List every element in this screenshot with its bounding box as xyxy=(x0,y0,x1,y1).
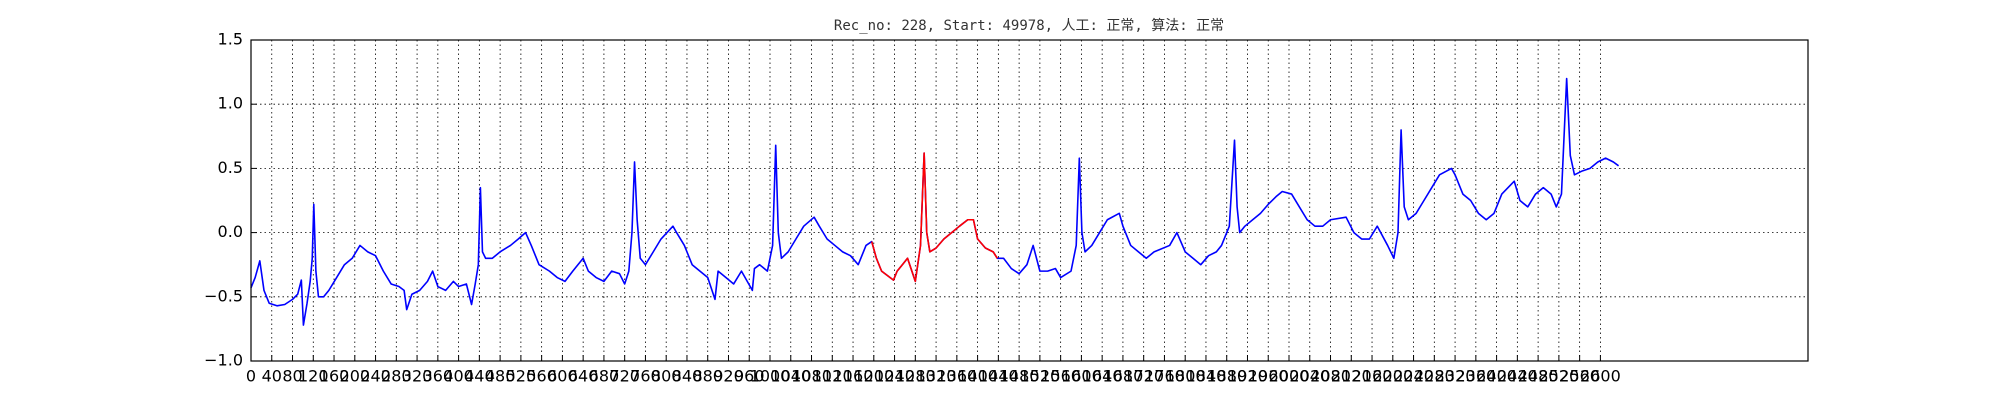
x-tick-label: 2280 xyxy=(1414,367,1455,386)
x-tick-label: 1760 xyxy=(1144,367,1185,386)
x-tick-label: 320 xyxy=(402,367,433,386)
x-tick-label: 720 xyxy=(609,367,640,386)
x-tick-label: 680 xyxy=(589,367,620,386)
x-tick-label: 0 xyxy=(246,367,256,386)
x-tick-label: 800 xyxy=(651,367,682,386)
x-tick-label: 280 xyxy=(381,367,412,386)
x-tick-label: 2160 xyxy=(1352,367,1393,386)
x-tick-label: 1280 xyxy=(895,367,936,386)
x-tick-label: 1720 xyxy=(1123,367,1164,386)
x-tick-label: 2040 xyxy=(1289,367,1330,386)
x-tick-label: 1200 xyxy=(853,367,894,386)
x-tick-label: 1600 xyxy=(1061,367,1102,386)
x-tick-label: 1360 xyxy=(936,367,977,386)
x-tick-label: 2560 xyxy=(1559,367,1600,386)
x-tick-label: 2360 xyxy=(1455,367,1496,386)
x-tick-label: 760 xyxy=(630,367,661,386)
x-tick-label: 360 xyxy=(423,367,454,386)
x-tick-label: 1960 xyxy=(1248,367,1289,386)
x-tick-label: 560 xyxy=(526,367,557,386)
x-tick-label: 1800 xyxy=(1165,367,1206,386)
x-tick-label: 40 xyxy=(262,367,282,386)
x-tick-label: 2520 xyxy=(1539,367,1580,386)
x-tick-label: 1840 xyxy=(1186,367,1227,386)
x-tick-label: 1440 xyxy=(978,367,1019,386)
y-tick-label: 0.0 xyxy=(218,222,243,241)
x-tick-label: 1160 xyxy=(833,367,874,386)
x-tick-label: 2200 xyxy=(1372,367,1413,386)
x-tick-label: 2320 xyxy=(1435,367,1476,386)
x-tick-label: 1520 xyxy=(1020,367,1061,386)
x-tick-label: 1880 xyxy=(1206,367,1247,386)
x-tick-label: 1680 xyxy=(1103,367,1144,386)
y-tick-label: −0.5 xyxy=(204,286,243,305)
y-tick-label: −1.0 xyxy=(204,351,243,370)
x-tick-label: 80 xyxy=(282,367,302,386)
x-tick-label: 2080 xyxy=(1310,367,1351,386)
x-tick-label: 240 xyxy=(360,367,391,386)
x-tick-label: 880 xyxy=(692,367,723,386)
x-tick-label: 120 xyxy=(298,367,329,386)
x-tick-label: 2440 xyxy=(1497,367,1538,386)
x-tick-label: 1560 xyxy=(1040,367,1081,386)
x-tick-label: 840 xyxy=(672,367,703,386)
x-tick-label: 2400 xyxy=(1476,367,1517,386)
signal-line xyxy=(870,152,998,283)
x-tick-label: 2240 xyxy=(1393,367,1434,386)
x-tick-label: 2480 xyxy=(1518,367,1559,386)
y-tick-label: 0.5 xyxy=(218,158,243,177)
x-tick-label: 2120 xyxy=(1331,367,1372,386)
x-tick-label: 1320 xyxy=(916,367,957,386)
x-tick-label: 520 xyxy=(506,367,537,386)
x-tick-label: 1000 xyxy=(750,367,791,386)
x-tick-label: 920 xyxy=(713,367,744,386)
x-tick-label: 1400 xyxy=(957,367,998,386)
x-tick-label: 600 xyxy=(547,367,578,386)
x-tick-label: 200 xyxy=(340,367,371,386)
x-tick-label: 480 xyxy=(485,367,516,386)
x-tick-label: 400 xyxy=(443,367,474,386)
x-tick-label: 1080 xyxy=(791,367,832,386)
y-tick-label: 1.0 xyxy=(218,94,243,113)
y-tick-label: 1.5 xyxy=(218,30,243,49)
chart-title: Rec_no: 228, Start: 49978, 人工: 正常, 算法: 正… xyxy=(834,18,1224,34)
plot-frame xyxy=(250,39,1809,362)
x-tick-label: 1240 xyxy=(874,367,915,386)
x-tick-label: 960 xyxy=(734,367,765,386)
x-tick-label: 440 xyxy=(464,367,495,386)
x-tick-label: 640 xyxy=(568,367,599,386)
x-tick-label: 1040 xyxy=(770,367,811,386)
x-tick-label: 1920 xyxy=(1227,367,1268,386)
x-tick-label: 1480 xyxy=(999,367,1040,386)
x-tick-label: 1640 xyxy=(1082,367,1123,386)
x-tick-label: 2600 xyxy=(1580,367,1621,386)
x-tick-label: 1120 xyxy=(812,367,853,386)
x-tick-label: 160 xyxy=(319,367,350,386)
x-tick-label: 2000 xyxy=(1269,367,1310,386)
